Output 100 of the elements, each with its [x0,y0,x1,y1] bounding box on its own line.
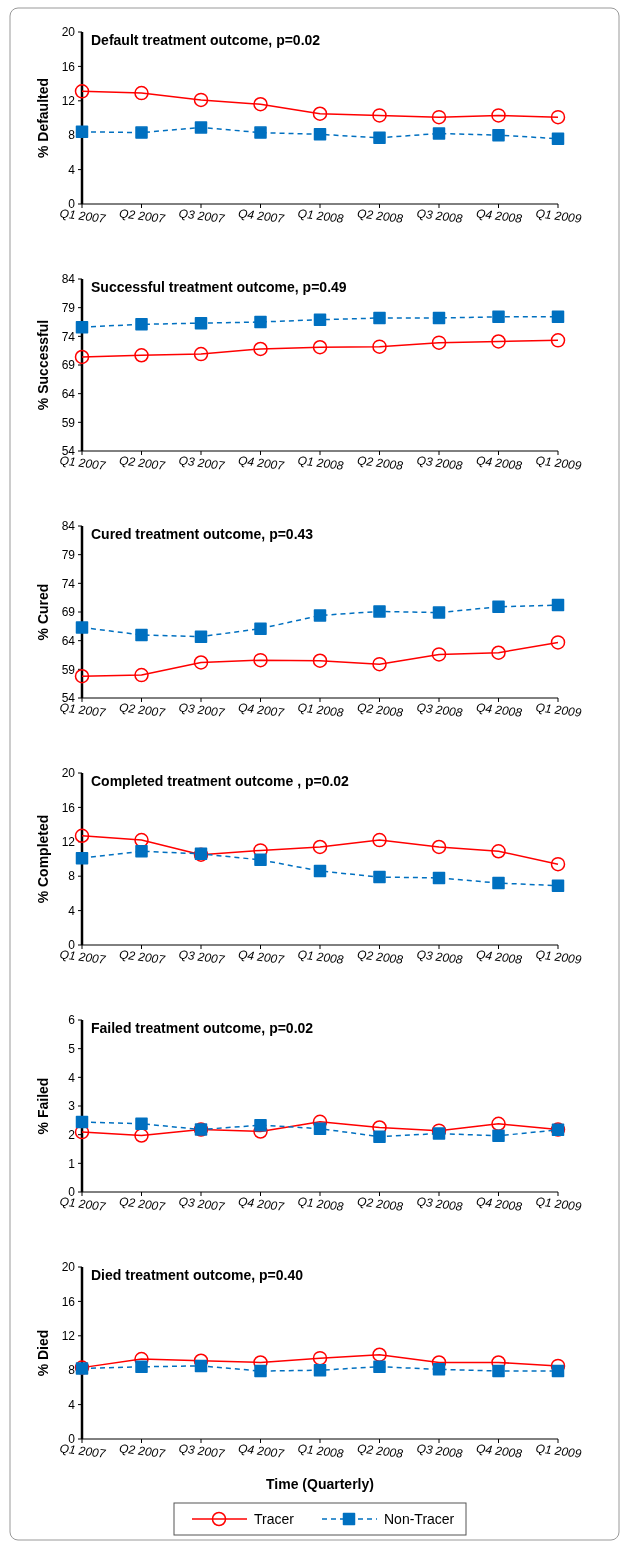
x-tick-label: Q4 2008 [475,947,524,967]
point [551,310,565,324]
x-tick-label: Q1 2008 [296,453,345,473]
point [193,92,209,108]
point [312,839,328,855]
y-tick-label: 64 [61,386,76,401]
y-axis-title: % Failed [35,1077,51,1135]
point [372,339,387,354]
x-tick-label: Q2 2007 [118,1194,167,1214]
y-tick-label: 2 [68,1127,76,1142]
chart-title: Completed treatment outcome , p=0.02 [91,773,350,789]
point [253,96,268,112]
chart-title: Cured treatment outcome, p=0.43 [91,526,314,542]
point [134,85,149,101]
chart-title: Default treatment outcome, p=0.02 [91,32,321,48]
point [74,828,90,844]
point [492,1129,505,1143]
point [134,1128,149,1143]
point [193,346,209,362]
point [492,600,505,614]
point [431,109,447,125]
y-tick-label: 5 [68,1041,76,1056]
point [312,653,328,668]
x-tick-label: Q3 2008 [415,1194,464,1214]
point [74,349,90,365]
legend-label: Tracer [254,1510,295,1527]
point [432,127,446,140]
point [491,108,506,123]
point [313,609,327,622]
point [135,1360,148,1374]
point [550,635,566,650]
point [373,1130,386,1143]
y-tick-label: 4 [68,1070,76,1085]
x-tick-label: Q1 2009 [534,947,583,967]
point [372,656,387,672]
point [491,645,506,660]
point [551,132,565,145]
y-tick-label: 59 [61,415,76,430]
point [74,668,90,684]
y-tick-label: 12 [61,94,76,108]
y-axis-title: % Defaulted [35,77,51,159]
point [372,108,387,123]
y-axis-title: % Cured [35,583,51,641]
point [135,628,148,642]
legend-label: Non-Tracer [384,1510,455,1527]
point [551,598,565,612]
x-tick-label: Q3 2007 [177,947,227,967]
x-tick-label: Q4 2007 [237,700,286,720]
point [135,318,148,331]
point [312,1350,328,1366]
y-tick-label: 16 [61,800,76,815]
y-tick-label: 1 [68,1156,76,1171]
x-tick-label: Q3 2008 [415,700,464,720]
x-tick-label: Q2 2008 [356,453,405,473]
y-tick-label: 16 [61,1294,76,1309]
point [550,856,566,872]
point [135,126,148,139]
x-tick-label: Q4 2008 [475,1194,524,1214]
y-tick-label: 12 [61,835,76,849]
y-tick-label: 69 [61,358,76,373]
point [135,845,148,858]
point [254,622,267,635]
point [254,315,267,329]
point [492,1364,505,1378]
x-tick-label: Q3 2007 [177,206,227,226]
y-tick-label: 8 [68,869,76,884]
point [492,310,505,324]
point [373,131,386,145]
point [313,128,327,141]
x-tick-label: Q4 2007 [237,947,286,967]
point [373,311,386,325]
point [432,1363,446,1376]
x-tick-label: Q2 2007 [118,453,167,473]
point [193,655,209,670]
y-tick-label: 79 [61,547,76,562]
point [75,125,89,139]
point [194,316,208,330]
point [313,864,327,878]
x-tick-label: Q2 2008 [356,947,405,967]
x-tick-label: Q4 2007 [237,206,286,226]
x-tick-label: Q2 2008 [356,1441,405,1461]
point [313,1122,327,1135]
point [550,333,566,348]
y-tick-label: 20 [61,1260,76,1275]
x-tick-label: Q4 2007 [237,453,286,473]
y-tick-label: 20 [61,766,76,781]
x-tick-label: Q2 2007 [118,206,167,226]
point [254,853,267,867]
y-tick-label: 16 [61,59,76,74]
point [431,647,447,662]
point [372,832,387,848]
point [253,652,268,668]
y-tick-label: 59 [61,662,76,677]
point [432,311,446,325]
point [492,128,505,142]
point [253,341,268,357]
x-tick-label: Q4 2007 [237,1194,286,1214]
x-tick-label: Q3 2007 [177,1194,227,1214]
x-tick-label: Q1 2009 [534,206,583,226]
x-tick-label: Q1 2008 [296,1194,345,1214]
